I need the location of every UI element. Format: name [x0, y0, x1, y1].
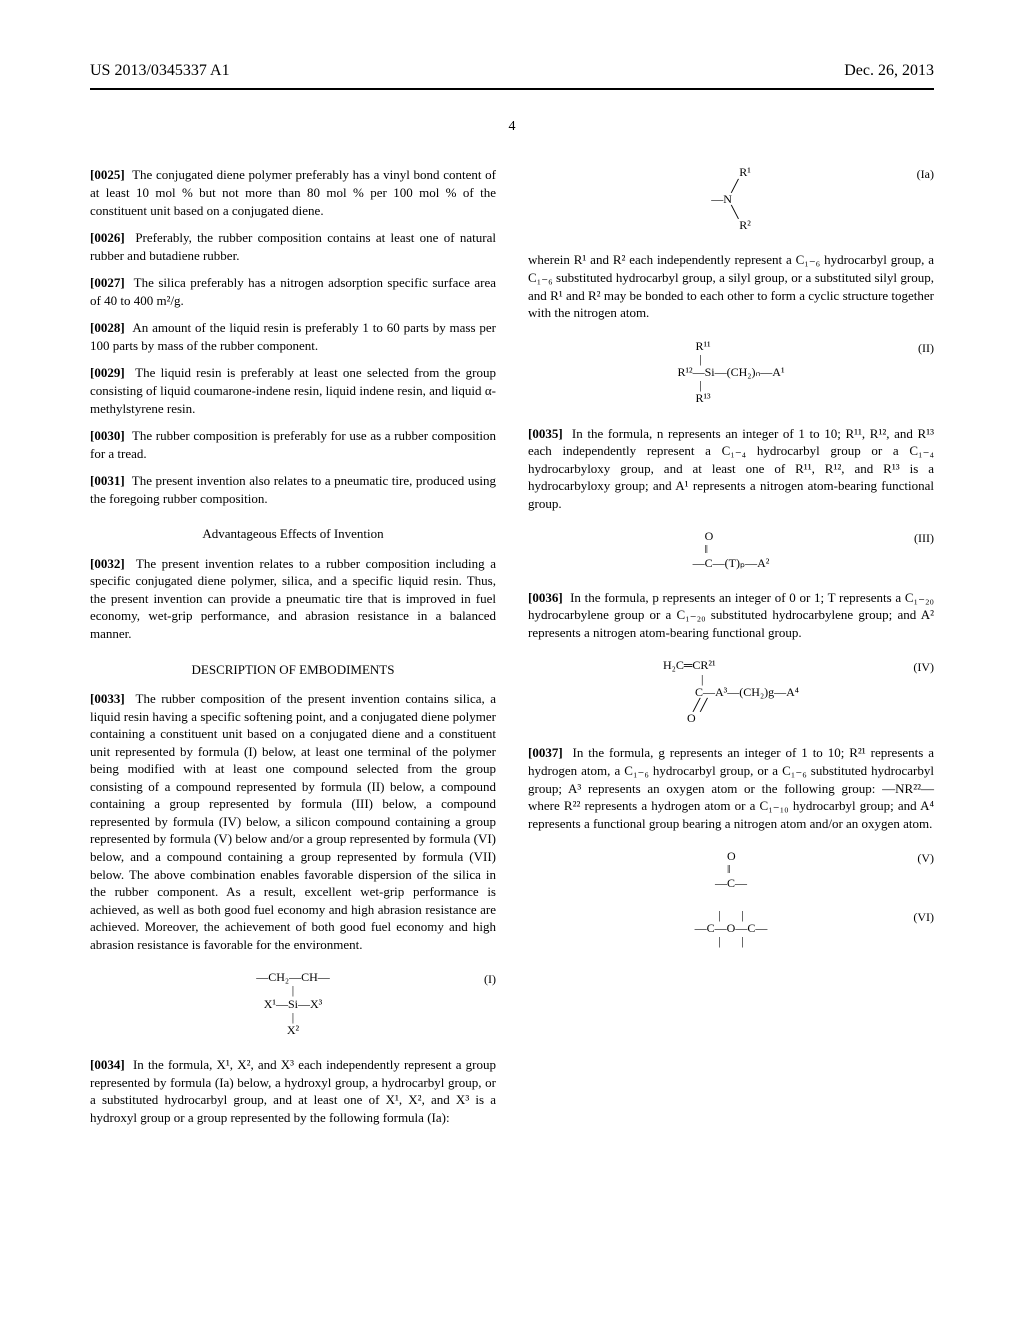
- formula-VI-structure: | | —C—O—C— | |: [695, 909, 768, 949]
- paragraph-0027: [0027] The silica preferably has a nitro…: [90, 274, 496, 309]
- paragraph-0037: [0037] In the formula, g represents an i…: [528, 744, 934, 832]
- section-effects-title: Advantageous Effects of Invention: [90, 525, 496, 543]
- page-header: US 2013/0345337 A1 Dec. 26, 2013: [90, 60, 934, 82]
- paragraph-0035: [0035] In the formula, n represents an i…: [528, 425, 934, 513]
- formula-III: (III) O ‖ —C—(T)ₚ—A²: [528, 530, 934, 571]
- formula-VI-label: (VI): [913, 909, 934, 925]
- formula-II-label: (II): [918, 340, 934, 356]
- paragraph-0034: [0034] In the formula, X¹, X², and X³ ea…: [90, 1056, 496, 1126]
- section-embodiments-title: DESCRIPTION OF EMBODIMENTS: [90, 661, 496, 679]
- paragraph-0036: [0036] In the formula, p represents an i…: [528, 589, 934, 642]
- paragraph-0026: [0026] Preferably, the rubber compositio…: [90, 229, 496, 264]
- paragraph-0025: [0025] The conjugated diene polymer pref…: [90, 166, 496, 219]
- left-column: [0025] The conjugated diene polymer pref…: [90, 166, 496, 1136]
- formula-II-structure: R¹¹ | R¹²—Si—(CH₂)ₙ—A¹ | R¹³: [677, 340, 784, 406]
- paragraph-0032: [0032] The present invention relates to …: [90, 555, 496, 643]
- paragraph-0031: [0031] The present invention also relate…: [90, 472, 496, 507]
- formula-Ia-label: (Ia): [917, 166, 934, 182]
- page-number: 4: [90, 118, 934, 137]
- formula-III-structure: O ‖ —C—(T)ₚ—A²: [693, 530, 770, 570]
- formula-IV: (IV) H₂C═CR²¹ | C—A³—(CH₂)g—A⁴ ╱╱ O: [528, 659, 934, 726]
- formula-V: (V) O ‖ —C—: [528, 850, 934, 891]
- formula-I-label: (I): [484, 971, 496, 987]
- paragraph-Ia-desc: wherein R¹ and R² each independently rep…: [528, 251, 934, 321]
- formula-II: (II) R¹¹ | R¹²—Si—(CH₂)ₙ—A¹ | R¹³: [528, 340, 934, 407]
- formula-V-label: (V): [917, 850, 934, 866]
- formula-I-structure: —CH₂—CH— | X¹—Si—X³ | X²: [256, 971, 330, 1037]
- formula-Ia-structure: R¹ ╱ —N ╲ R²: [711, 166, 751, 232]
- content-columns: [0025] The conjugated diene polymer pref…: [90, 166, 934, 1136]
- formula-IV-label: (IV): [913, 659, 934, 675]
- paragraph-0029: [0029] The liquid resin is preferably at…: [90, 364, 496, 417]
- paragraph-0028: [0028] An amount of the liquid resin is …: [90, 319, 496, 354]
- formula-Ia: (Ia) R¹ ╱ —N ╲ R²: [528, 166, 934, 233]
- publication-date: Dec. 26, 2013: [844, 60, 934, 82]
- formula-I: (I) —CH₂—CH— | X¹—Si—X³ | X²: [90, 971, 496, 1038]
- patent-number: US 2013/0345337 A1: [90, 60, 230, 82]
- formula-III-label: (III): [914, 530, 934, 546]
- paragraph-0033: [0033] The rubber composition of the pre…: [90, 690, 496, 953]
- formula-IV-structure: H₂C═CR²¹ | C—A³—(CH₂)g—A⁴ ╱╱ O: [663, 659, 799, 725]
- paragraph-0030: [0030] The rubber composition is prefera…: [90, 427, 496, 462]
- formula-VI: (VI) | | —C—O—C— | |: [528, 909, 934, 950]
- header-rule: [90, 88, 934, 90]
- right-column: (Ia) R¹ ╱ —N ╲ R² wherein R¹ and R² each…: [528, 166, 934, 1136]
- formula-V-structure: O ‖ —C—: [715, 850, 747, 890]
